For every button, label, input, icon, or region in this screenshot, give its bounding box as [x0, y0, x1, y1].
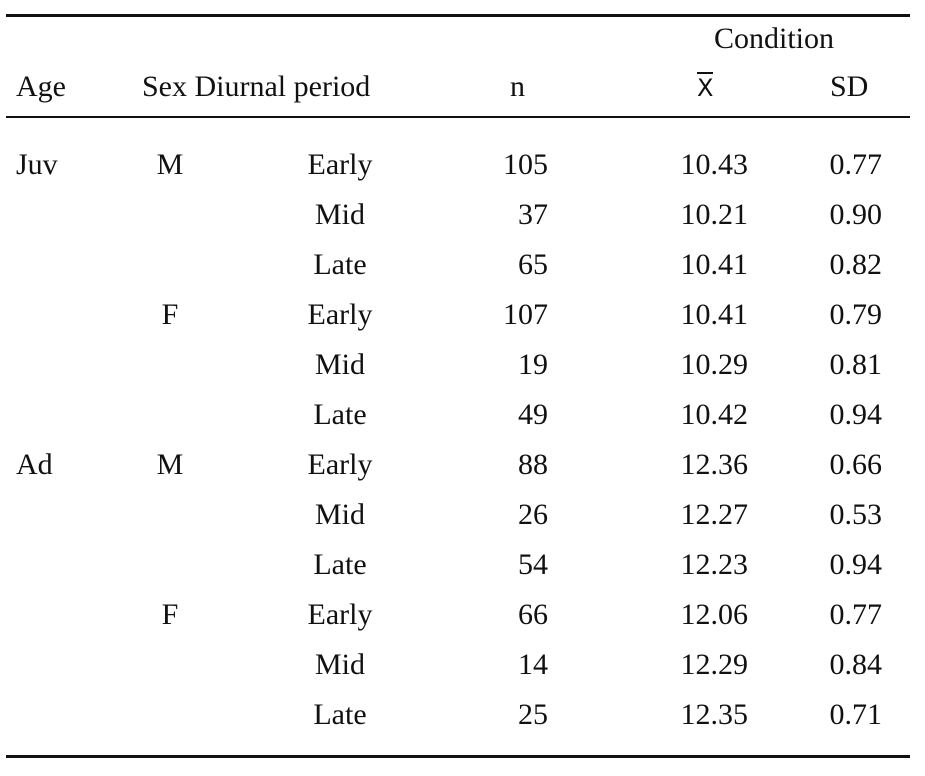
n-cell: 54: [518, 548, 548, 581]
period-cell: Mid: [314, 348, 365, 381]
header-rule: [6, 116, 910, 118]
mean-cell: 12.27: [680, 498, 749, 531]
n-cell: 65: [518, 248, 548, 281]
n-cell: 49: [518, 398, 548, 431]
sd-cell: 0.66: [829, 448, 883, 481]
sex-cell: M: [156, 148, 184, 181]
header-age: Age: [16, 70, 66, 103]
mean-cell: 10.41: [680, 298, 749, 331]
period-cell: Mid: [314, 498, 365, 531]
mean-cell: 12.35: [680, 698, 749, 731]
sd-cell: 0.77: [829, 598, 883, 631]
n-cell: 107: [503, 298, 548, 331]
bottom-rule: [6, 755, 910, 758]
mean-cell: 10.41: [680, 248, 749, 281]
n-cell: 19: [518, 348, 548, 381]
mean-cell: 12.06: [680, 598, 749, 631]
sd-cell: 0.79: [829, 298, 883, 331]
period-cell: Late: [313, 548, 367, 581]
n-cell: 37: [518, 198, 548, 231]
period-cell: Late: [313, 398, 367, 431]
n-cell: 66: [518, 598, 548, 631]
period-cell: Early: [307, 598, 373, 631]
sd-cell: 0.84: [829, 648, 883, 681]
n-cell: 88: [518, 448, 548, 481]
sd-cell: 0.71: [829, 698, 883, 731]
top-rule: [6, 14, 910, 17]
mean-cell: 10.29: [680, 348, 749, 381]
header-sd: SD: [830, 70, 869, 103]
n-cell: 14: [518, 648, 548, 681]
mean-cell: 12.29: [680, 648, 749, 681]
mean-cell: 12.23: [680, 548, 749, 581]
mean-cell: 10.42: [680, 398, 749, 431]
sex-cell: F: [161, 298, 179, 331]
period-cell: Early: [307, 298, 373, 331]
header-mean: X: [697, 70, 714, 104]
mean-cell: 12.36: [680, 448, 749, 481]
period-cell: Late: [313, 248, 367, 281]
sd-cell: 0.53: [829, 498, 883, 531]
n-cell: 25: [518, 698, 548, 731]
sd-cell: 0.77: [829, 148, 883, 181]
period-cell: Early: [307, 148, 373, 181]
mean-cell: 10.21: [680, 198, 749, 231]
age-cell: Ad: [16, 448, 53, 481]
header-sex-diurnal-period: Sex Diurnal period: [142, 70, 371, 103]
sd-cell: 0.82: [829, 248, 883, 281]
sd-cell: 0.81: [829, 348, 883, 381]
sd-cell: 0.94: [829, 548, 883, 581]
period-cell: Late: [313, 698, 367, 731]
sd-cell: 0.94: [829, 398, 883, 431]
period-cell: Mid: [314, 648, 365, 681]
mean-cell: 10.43: [680, 148, 749, 181]
mean-symbol: X: [697, 72, 714, 102]
sex-cell: M: [156, 448, 184, 481]
header-n: n: [510, 70, 525, 103]
period-cell: Early: [307, 448, 373, 481]
period-cell: Mid: [314, 198, 365, 231]
n-cell: 105: [503, 148, 548, 181]
sd-cell: 0.90: [829, 198, 883, 231]
n-cell: 26: [518, 498, 548, 531]
header-condition: Condition: [714, 22, 835, 55]
age-cell: Juv: [16, 148, 58, 181]
sex-cell: F: [161, 598, 179, 631]
